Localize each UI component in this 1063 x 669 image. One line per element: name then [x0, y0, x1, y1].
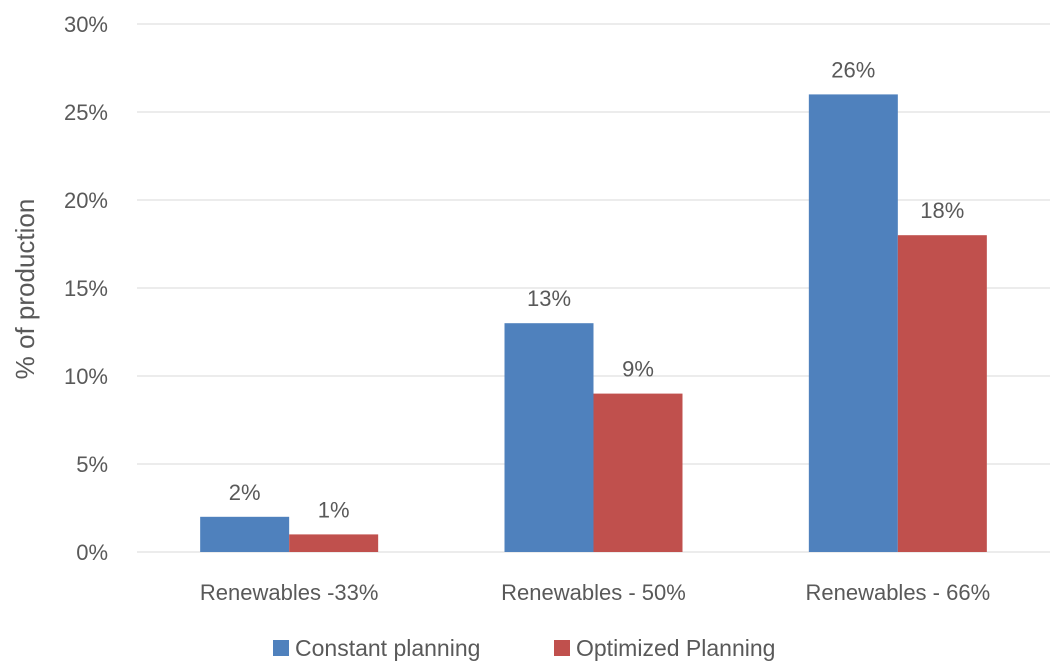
legend: Constant planning Optimized Planning [273, 635, 775, 661]
y-tick-label: 15% [64, 276, 108, 301]
bar [593, 393, 683, 552]
x-tick-label: Renewables -33% [200, 580, 379, 605]
bars [200, 94, 987, 553]
bar [897, 235, 987, 552]
bar [504, 323, 594, 552]
x-tick-label: Renewables - 66% [805, 580, 990, 605]
x-tick-label: Renewables - 50% [501, 580, 686, 605]
y-axis-ticks: 0% 5% 10% 15% 20% 25% 30% [64, 12, 108, 565]
data-label: 13% [527, 286, 571, 311]
y-tick-label: 10% [64, 364, 108, 389]
data-label: 9% [622, 357, 654, 382]
legend-label: Constant planning [295, 635, 480, 661]
data-label: 1% [318, 497, 350, 522]
y-tick-label: 5% [76, 452, 108, 477]
y-tick-label: 20% [64, 188, 108, 213]
data-label: 18% [920, 198, 964, 223]
bar [808, 94, 898, 553]
legend-swatch [554, 640, 570, 656]
data-label: 2% [229, 480, 261, 505]
legend-swatch [273, 640, 289, 656]
legend-label: Optimized Planning [576, 635, 775, 661]
data-label: 26% [831, 57, 875, 82]
y-axis-label: % of production [10, 199, 40, 380]
category-labels: Renewables -33% Renewables - 50% Renewable… [200, 580, 990, 605]
y-tick-label: 30% [64, 12, 108, 37]
y-tick-label: 25% [64, 100, 108, 125]
bar [200, 516, 290, 552]
y-tick-label: 0% [76, 540, 108, 565]
data-labels: 2% 1% 13% 9% 26% 18% [229, 57, 965, 522]
bar [289, 534, 379, 552]
